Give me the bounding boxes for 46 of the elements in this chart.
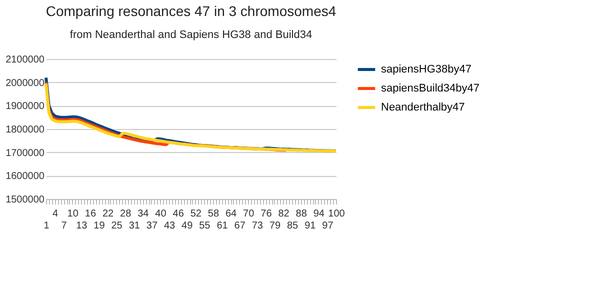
x-tick-label: 61 bbox=[216, 220, 228, 232]
x-tick-label: 85 bbox=[287, 220, 299, 232]
y-tick-label: 2100000 bbox=[6, 54, 45, 66]
x-tick-label: 13 bbox=[76, 220, 88, 232]
chart-subtitle: from Neanderthal and Sapiens HG38 and Build34 bbox=[70, 29, 312, 41]
x-tick-label: 7 bbox=[61, 220, 68, 232]
x-tick-label: 31 bbox=[128, 220, 140, 232]
x-tick-label: 58 bbox=[208, 208, 220, 220]
legend-label: sapiensBuild34by47 bbox=[381, 82, 480, 94]
x-tick-label: 88 bbox=[296, 208, 308, 220]
x-tick-label: 43 bbox=[164, 220, 176, 232]
x-tick-label: 37 bbox=[146, 220, 158, 232]
x-tick-label: 19 bbox=[94, 220, 106, 232]
x-tick-label: 4 bbox=[52, 208, 59, 220]
x-tick-label: 76 bbox=[260, 208, 272, 220]
x-tick-label: 22 bbox=[102, 208, 114, 220]
y-tick-label: 1500000 bbox=[6, 194, 45, 206]
x-tick-label: 46 bbox=[172, 208, 184, 220]
y-tick-label: 1900000 bbox=[6, 101, 45, 112]
x-tick-label: 16 bbox=[84, 208, 96, 220]
legend-label: Neanderthalby47 bbox=[381, 102, 465, 114]
x-tick-label: 64 bbox=[225, 208, 238, 220]
x-tick-label: 94 bbox=[313, 208, 325, 220]
x-tick-label: 82 bbox=[278, 208, 290, 220]
x-tick-label: 91 bbox=[304, 220, 316, 232]
x-tick-label: 70 bbox=[243, 208, 255, 220]
x-tick-label: 25 bbox=[111, 220, 123, 232]
x-tick-label: 40 bbox=[155, 208, 167, 220]
x-tick-label: 55 bbox=[199, 220, 211, 232]
legend-label: sapiensHG38by47 bbox=[381, 64, 472, 76]
chart-title: Comparing resonances 47 in 3 chromosomes4 bbox=[46, 3, 336, 19]
y-tick-label: 1600000 bbox=[6, 171, 45, 182]
x-tick-label: 49 bbox=[182, 220, 194, 232]
x-tick-label: 52 bbox=[190, 208, 202, 220]
x-tick-label: 28 bbox=[120, 208, 132, 220]
x-tick-label: 34 bbox=[138, 208, 150, 220]
x-tick-label: 67 bbox=[234, 220, 246, 232]
x-tick-label: 97 bbox=[322, 220, 334, 232]
x-tick-label: 10 bbox=[67, 208, 79, 220]
x-tick-label: 1 bbox=[44, 220, 50, 232]
y-tick-label: 2000000 bbox=[6, 78, 45, 89]
y-tick-label: 1700000 bbox=[6, 148, 45, 159]
x-tick-label: 73 bbox=[252, 220, 264, 232]
x-tick-label: 100 bbox=[328, 208, 346, 220]
x-tick-label: 79 bbox=[269, 220, 281, 232]
y-tick-label: 1800000 bbox=[6, 124, 45, 136]
